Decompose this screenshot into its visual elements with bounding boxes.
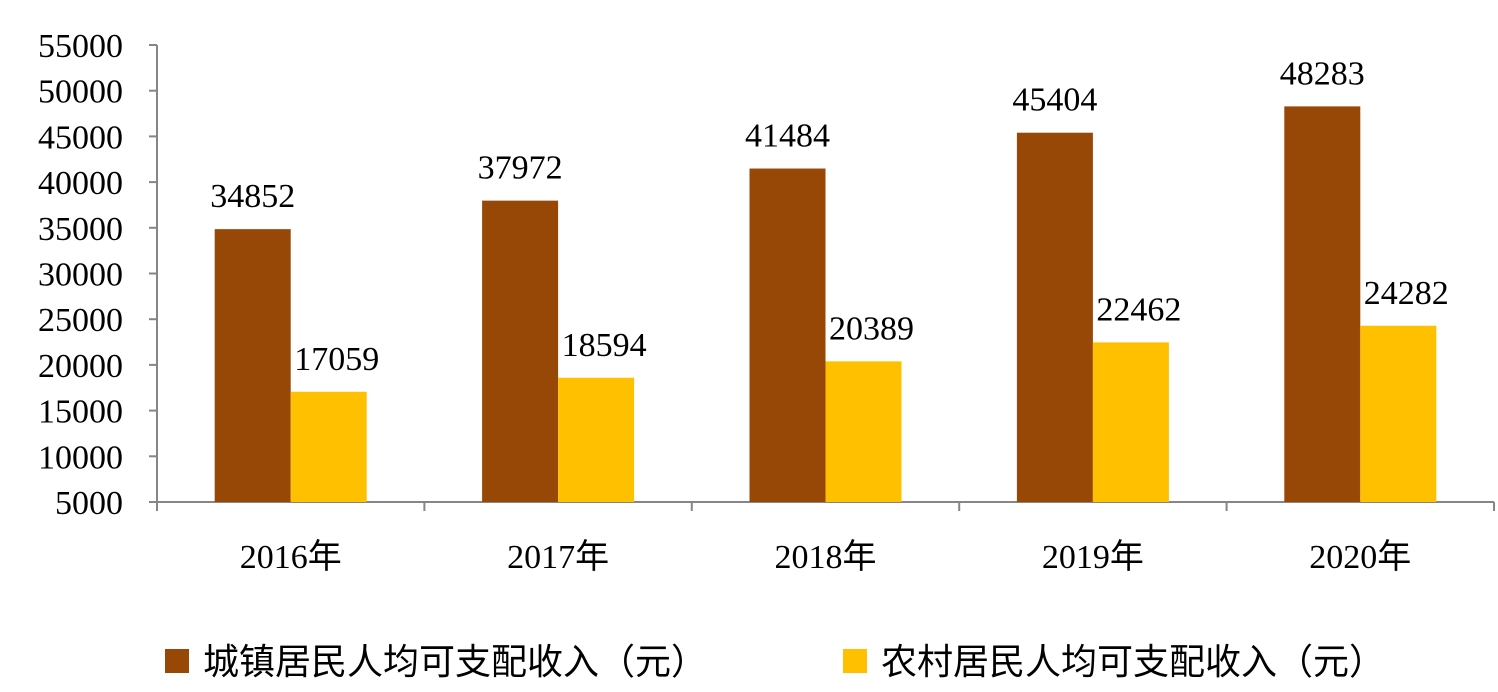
x-tick-label: 2017年 bbox=[507, 538, 609, 576]
y-tick-label: 20000 bbox=[38, 348, 123, 385]
data-label: 17059 bbox=[294, 341, 379, 378]
y-tick-label: 15000 bbox=[38, 394, 123, 431]
y-axis: 5000 10000 15000 20000 25000 30000 35000 40000 4… bbox=[38, 28, 158, 522]
y-tick-label: 30000 bbox=[38, 257, 123, 294]
bar bbox=[1284, 106, 1361, 503]
x-tick-label: 2019年 bbox=[1042, 538, 1144, 576]
x-tick-label: 2020年 bbox=[1309, 538, 1411, 576]
bar bbox=[1092, 342, 1169, 502]
y-tick-label: 50000 bbox=[38, 74, 123, 111]
y-tick-label: 5000 bbox=[55, 485, 123, 522]
y-tick-label: 45000 bbox=[38, 119, 123, 156]
legend-label: 农村居民人均可支配收入（元） bbox=[881, 642, 1385, 683]
data-label: 20389 bbox=[829, 310, 914, 347]
y-tick-label: 25000 bbox=[38, 302, 123, 339]
y-tick-label: 55000 bbox=[38, 28, 123, 65]
data-label: 45404 bbox=[1012, 82, 1097, 119]
data-label: 22462 bbox=[1096, 291, 1181, 328]
bar bbox=[482, 200, 559, 502]
y-tick-label: 10000 bbox=[38, 439, 123, 476]
legend-label: 城镇居民人均可支配收入（元） bbox=[203, 642, 707, 683]
x-tick-label: 2018年 bbox=[775, 538, 877, 576]
y-tick-label: 35000 bbox=[38, 211, 123, 248]
data-label: 24282 bbox=[1364, 275, 1449, 312]
bar bbox=[1016, 132, 1093, 502]
bar bbox=[825, 361, 902, 502]
legend-swatch bbox=[165, 649, 189, 673]
bar bbox=[1360, 325, 1437, 502]
bar bbox=[558, 377, 635, 502]
bar bbox=[749, 168, 826, 502]
bars bbox=[214, 106, 1437, 503]
data-label: 37972 bbox=[478, 150, 563, 187]
legend: 城镇居民人均可支配收入（元） 农村居民人均可支配收入（元） bbox=[165, 642, 1385, 683]
legend-swatch bbox=[843, 649, 867, 673]
y-tick-label: 40000 bbox=[38, 165, 123, 202]
x-axis: 2016年 2017年 2018年 2019年 2020年 bbox=[156, 501, 1495, 576]
data-labels: 34852 37972 41484 45404 48283 17059 18594 20389… bbox=[210, 55, 1449, 377]
data-label: 48283 bbox=[1280, 55, 1365, 92]
data-label: 34852 bbox=[210, 178, 295, 215]
x-tick-label: 2016年 bbox=[240, 538, 342, 576]
bar bbox=[214, 229, 291, 503]
data-label: 41484 bbox=[745, 118, 830, 155]
data-label: 18594 bbox=[562, 327, 647, 364]
bar bbox=[290, 391, 367, 502]
